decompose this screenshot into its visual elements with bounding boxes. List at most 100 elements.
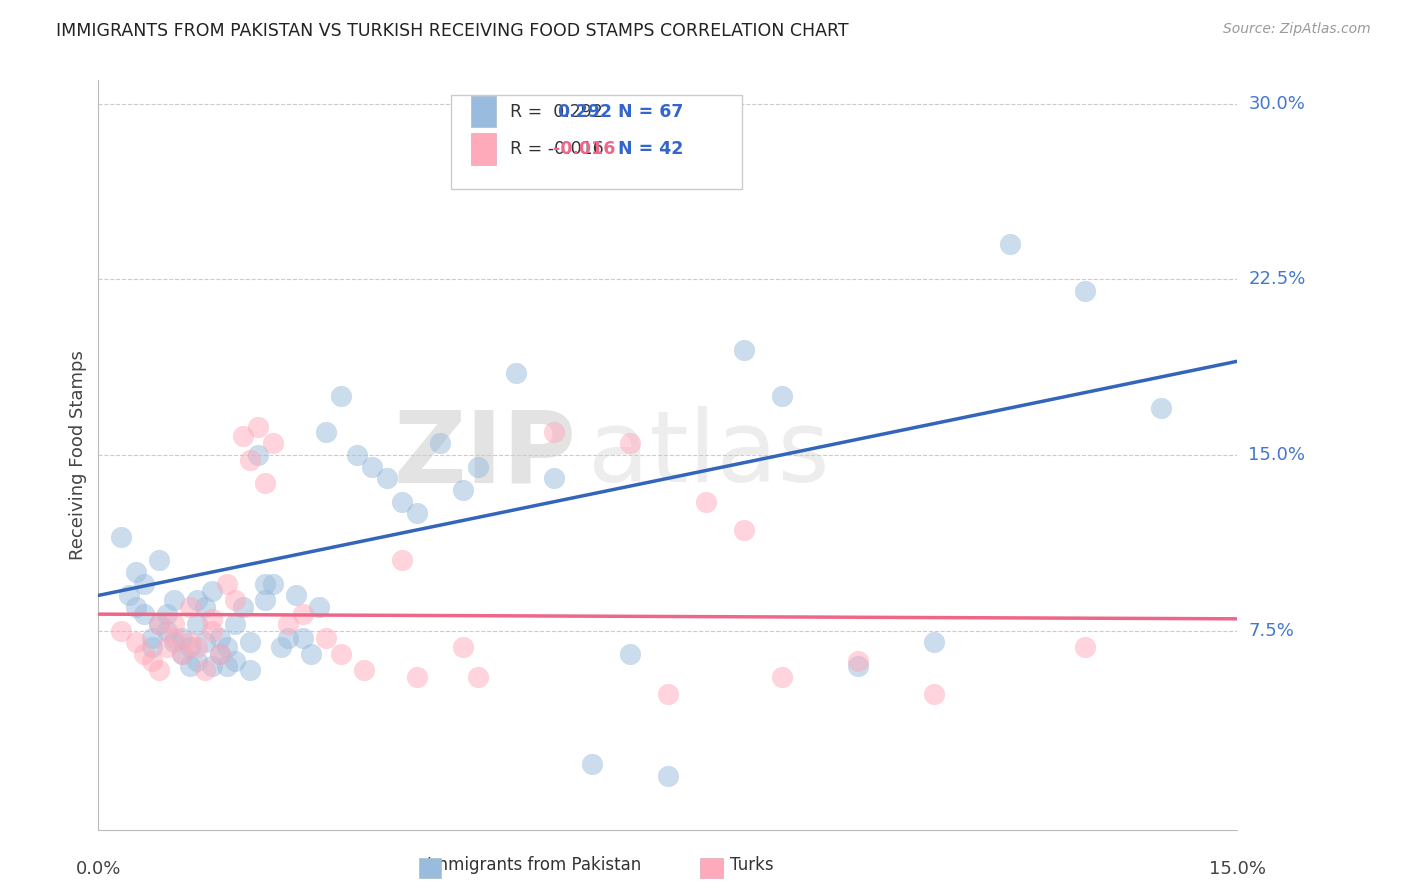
Point bbox=[217, 576, 239, 591]
Point bbox=[308, 600, 330, 615]
Point bbox=[201, 658, 224, 673]
Point bbox=[619, 647, 641, 661]
Point bbox=[224, 616, 246, 631]
Point bbox=[429, 436, 451, 450]
Point bbox=[194, 600, 217, 615]
Bar bbox=[471, 96, 496, 128]
Point bbox=[360, 459, 382, 474]
Point bbox=[262, 436, 284, 450]
Point bbox=[284, 589, 307, 603]
Point bbox=[232, 429, 254, 443]
Point bbox=[194, 635, 217, 649]
Point bbox=[619, 436, 641, 450]
Point bbox=[922, 635, 945, 649]
Point bbox=[232, 600, 254, 615]
Point bbox=[110, 530, 132, 544]
Point bbox=[451, 640, 474, 654]
Point bbox=[505, 366, 527, 380]
Point bbox=[179, 600, 201, 615]
Point bbox=[186, 593, 208, 607]
Point bbox=[179, 635, 201, 649]
Point bbox=[346, 448, 368, 462]
Point bbox=[657, 687, 679, 701]
Point bbox=[262, 576, 284, 591]
Text: R = -0.016: R = -0.016 bbox=[509, 140, 603, 158]
Point bbox=[922, 687, 945, 701]
Point bbox=[208, 647, 231, 661]
Point bbox=[246, 448, 269, 462]
Point bbox=[375, 471, 398, 485]
Text: 0.292: 0.292 bbox=[557, 103, 613, 120]
Point bbox=[148, 553, 170, 567]
Point bbox=[406, 670, 429, 684]
Point bbox=[998, 237, 1021, 252]
Text: ZIP: ZIP bbox=[394, 407, 576, 503]
Point bbox=[170, 631, 193, 645]
Point bbox=[186, 640, 208, 654]
Point bbox=[277, 616, 299, 631]
Point bbox=[270, 640, 292, 654]
Point bbox=[148, 616, 170, 631]
Point bbox=[170, 647, 193, 661]
Point bbox=[217, 640, 239, 654]
Point bbox=[846, 658, 869, 673]
Point bbox=[467, 459, 489, 474]
Point bbox=[132, 647, 155, 661]
Point bbox=[254, 576, 277, 591]
Point bbox=[156, 607, 179, 621]
Point bbox=[179, 640, 201, 654]
Point bbox=[391, 494, 413, 508]
Point bbox=[277, 631, 299, 645]
Point bbox=[657, 769, 679, 783]
Point bbox=[201, 612, 224, 626]
Point bbox=[292, 631, 315, 645]
Point bbox=[254, 476, 277, 491]
Point bbox=[695, 494, 717, 508]
Bar bbox=[471, 134, 496, 165]
Point bbox=[208, 647, 231, 661]
Point bbox=[543, 471, 565, 485]
Point bbox=[330, 389, 353, 403]
Point bbox=[239, 452, 262, 467]
Point bbox=[163, 635, 186, 649]
Y-axis label: Receiving Food Stamps: Receiving Food Stamps bbox=[69, 350, 87, 560]
Point bbox=[581, 756, 603, 771]
Point bbox=[315, 631, 337, 645]
Point bbox=[406, 507, 429, 521]
Text: 22.5%: 22.5% bbox=[1249, 270, 1306, 288]
Point bbox=[467, 670, 489, 684]
Text: 15.0%: 15.0% bbox=[1249, 446, 1305, 464]
Point bbox=[132, 576, 155, 591]
Point bbox=[118, 589, 141, 603]
Point bbox=[224, 593, 246, 607]
Text: R =  0.292: R = 0.292 bbox=[509, 103, 602, 120]
Point bbox=[217, 658, 239, 673]
Point bbox=[170, 647, 193, 661]
Point bbox=[299, 647, 322, 661]
Point bbox=[125, 565, 148, 579]
Point bbox=[141, 631, 163, 645]
Text: 7.5%: 7.5% bbox=[1249, 622, 1295, 640]
Point bbox=[132, 607, 155, 621]
Text: Turks: Turks bbox=[730, 856, 775, 874]
Point bbox=[201, 624, 224, 638]
Text: -0.016: -0.016 bbox=[553, 140, 616, 158]
Point bbox=[194, 664, 217, 678]
Point bbox=[179, 658, 201, 673]
Point bbox=[141, 640, 163, 654]
Text: Immigrants from Pakistan: Immigrants from Pakistan bbox=[427, 856, 641, 874]
Point bbox=[163, 593, 186, 607]
Point bbox=[239, 635, 262, 649]
Text: N = 67: N = 67 bbox=[617, 103, 683, 120]
Point bbox=[156, 624, 179, 638]
Point bbox=[292, 607, 315, 621]
Point bbox=[543, 425, 565, 439]
Text: 0.0%: 0.0% bbox=[76, 860, 121, 878]
Text: N = 42: N = 42 bbox=[617, 140, 683, 158]
Point bbox=[353, 664, 375, 678]
Point bbox=[148, 664, 170, 678]
Point bbox=[846, 654, 869, 668]
Point bbox=[110, 624, 132, 638]
Point bbox=[330, 647, 353, 661]
Point bbox=[315, 425, 337, 439]
